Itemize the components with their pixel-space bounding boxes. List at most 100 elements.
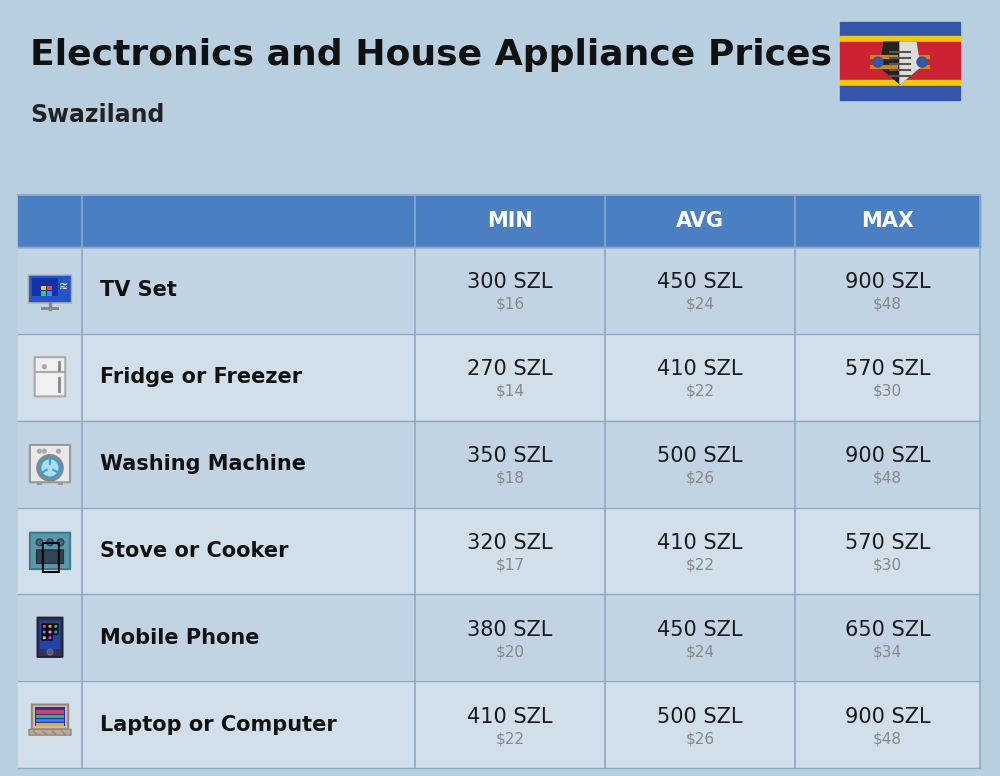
Bar (37, 482, 42, 485)
FancyBboxPatch shape (29, 729, 71, 735)
Text: 900 SZL: 900 SZL (845, 446, 930, 466)
FancyBboxPatch shape (30, 533, 70, 569)
Text: $22: $22 (686, 557, 714, 573)
Text: 500 SZL: 500 SZL (657, 446, 743, 466)
Circle shape (873, 57, 883, 67)
Bar (18, 594, 980, 681)
Circle shape (47, 539, 53, 546)
FancyBboxPatch shape (48, 636, 52, 640)
Bar (840, 36, 960, 42)
FancyBboxPatch shape (42, 636, 46, 640)
Text: $22: $22 (496, 731, 524, 746)
FancyBboxPatch shape (48, 624, 52, 629)
Text: Electronics and House Appliance Prices: Electronics and House Appliance Prices (30, 38, 832, 72)
FancyBboxPatch shape (54, 624, 58, 629)
Circle shape (38, 449, 41, 453)
Text: 270 SZL: 270 SZL (467, 359, 553, 379)
Text: Laptop or Computer: Laptop or Computer (100, 715, 337, 735)
Text: MIN: MIN (487, 211, 533, 231)
Text: 500 SZL: 500 SZL (657, 707, 743, 726)
Bar (58, 482, 63, 485)
Bar (41, 286, 46, 290)
Text: 900 SZL: 900 SZL (845, 707, 930, 726)
Text: 🔥: 🔥 (39, 539, 61, 573)
Bar (18, 421, 980, 508)
Bar (18, 681, 980, 768)
Circle shape (38, 456, 62, 480)
Text: 450 SZL: 450 SZL (657, 620, 743, 639)
Text: $20: $20 (496, 644, 524, 660)
FancyBboxPatch shape (48, 630, 52, 634)
Bar (41, 307, 59, 310)
Text: Washing Machine: Washing Machine (100, 454, 306, 474)
Text: $48: $48 (873, 731, 902, 746)
Polygon shape (880, 42, 920, 84)
Bar (41, 291, 46, 296)
Text: $26: $26 (685, 731, 715, 746)
Bar (795, 195, 980, 247)
Text: AVG: AVG (676, 211, 724, 231)
Bar (18, 247, 980, 334)
Circle shape (41, 459, 59, 476)
FancyBboxPatch shape (28, 275, 72, 303)
Text: 410 SZL: 410 SZL (467, 707, 553, 726)
Bar (840, 42, 960, 81)
Text: 410 SZL: 410 SZL (657, 533, 743, 553)
Circle shape (917, 57, 927, 67)
Text: 450 SZL: 450 SZL (657, 272, 743, 293)
Text: Stove or Cooker: Stove or Cooker (100, 541, 288, 561)
Text: $17: $17 (496, 557, 524, 573)
Text: 380 SZL: 380 SZL (467, 620, 553, 639)
Circle shape (42, 449, 46, 453)
Bar (32, 278, 58, 296)
Text: Fridge or Freezer: Fridge or Freezer (100, 367, 302, 387)
FancyBboxPatch shape (42, 624, 46, 629)
Text: $34: $34 (873, 644, 902, 660)
Bar (840, 22, 960, 36)
Bar (36, 710, 64, 714)
Polygon shape (900, 42, 920, 84)
Text: $48: $48 (873, 297, 902, 312)
Bar (35, 708, 65, 726)
Text: 300 SZL: 300 SZL (467, 272, 553, 293)
Text: 650 SZL: 650 SZL (845, 620, 930, 639)
FancyBboxPatch shape (54, 630, 58, 634)
FancyBboxPatch shape (35, 357, 65, 397)
Bar (36, 723, 64, 726)
Text: 570 SZL: 570 SZL (845, 359, 930, 379)
Bar (40, 621, 60, 649)
Text: $24: $24 (686, 297, 714, 312)
Text: $22: $22 (686, 384, 714, 399)
Text: $30: $30 (873, 557, 902, 573)
Text: 320 SZL: 320 SZL (467, 533, 553, 553)
Text: $14: $14 (496, 384, 524, 399)
Bar (47, 286, 52, 290)
Circle shape (57, 449, 61, 453)
FancyBboxPatch shape (37, 550, 63, 563)
Bar (47, 291, 52, 296)
Bar (605, 195, 795, 247)
Text: 410 SZL: 410 SZL (657, 359, 743, 379)
Text: $24: $24 (686, 644, 714, 660)
Text: 900 SZL: 900 SZL (845, 272, 930, 293)
Bar (36, 719, 64, 722)
Text: $48: $48 (873, 470, 902, 486)
Bar (18, 334, 980, 421)
Circle shape (42, 365, 46, 369)
FancyBboxPatch shape (42, 630, 46, 634)
Bar (840, 81, 960, 86)
Bar (840, 86, 960, 100)
Circle shape (57, 539, 64, 546)
Bar (18, 508, 980, 594)
FancyBboxPatch shape (38, 618, 62, 657)
Text: MAX: MAX (861, 211, 914, 231)
Circle shape (47, 650, 53, 655)
Text: TV Set: TV Set (100, 280, 177, 300)
FancyBboxPatch shape (30, 445, 70, 482)
Text: Mobile Phone: Mobile Phone (100, 628, 260, 648)
Text: 570 SZL: 570 SZL (845, 533, 930, 553)
Text: ≋: ≋ (59, 282, 68, 292)
FancyBboxPatch shape (32, 705, 68, 729)
Text: Swaziland: Swaziland (30, 103, 164, 127)
Bar (36, 715, 64, 718)
